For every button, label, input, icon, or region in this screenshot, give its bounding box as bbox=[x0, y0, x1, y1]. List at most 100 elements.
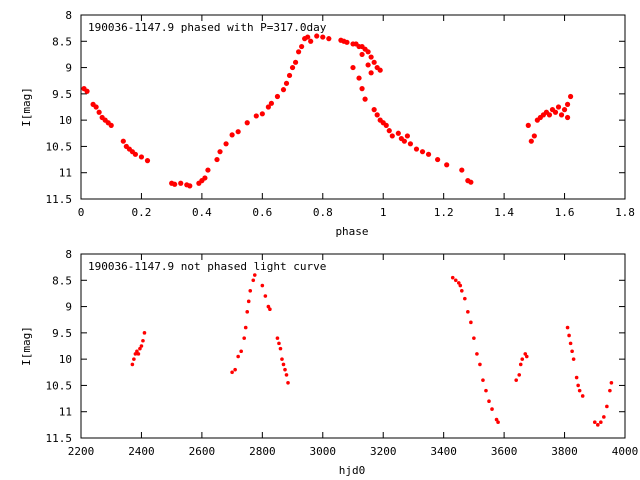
y-axis-label: I[mag] bbox=[20, 87, 33, 127]
x-tick-label: 2600 bbox=[189, 445, 216, 458]
data-point bbox=[580, 394, 585, 398]
data-point bbox=[365, 49, 371, 55]
data-point bbox=[308, 38, 314, 44]
x-tick-label: 0.4 bbox=[192, 206, 212, 219]
data-point bbox=[229, 132, 235, 138]
data-point bbox=[350, 64, 356, 71]
data-point bbox=[130, 362, 135, 367]
data-point bbox=[425, 151, 432, 157]
data-point bbox=[472, 336, 476, 340]
x-tick-label: 3200 bbox=[370, 445, 397, 458]
data-point bbox=[202, 175, 208, 181]
x-axis-label: phase bbox=[335, 225, 368, 238]
data-point bbox=[281, 362, 286, 367]
y-tick-label: 11.5 bbox=[46, 432, 73, 445]
data-point bbox=[494, 417, 499, 422]
x-tick-label: 0 bbox=[78, 206, 85, 219]
data-point bbox=[292, 59, 299, 65]
data-point bbox=[187, 183, 193, 189]
y-tick-label: 11 bbox=[59, 406, 72, 419]
data-point bbox=[263, 294, 268, 298]
chart-title: 190036-1147.9 phased with P=317.0day bbox=[88, 21, 327, 34]
data-point bbox=[568, 341, 573, 346]
data-point bbox=[93, 104, 99, 110]
x-axis-label: hjd0 bbox=[339, 464, 366, 477]
data-point bbox=[305, 34, 311, 40]
data-point bbox=[608, 388, 612, 393]
data-point bbox=[344, 39, 350, 45]
y-tick-label: 10 bbox=[59, 114, 72, 127]
data-point bbox=[230, 370, 234, 375]
data-point bbox=[564, 114, 571, 121]
data-point bbox=[217, 149, 223, 155]
data-point bbox=[531, 133, 537, 139]
data-point bbox=[135, 349, 139, 354]
data-point bbox=[481, 378, 485, 382]
x-tick-label: 2800 bbox=[249, 445, 276, 458]
data-point bbox=[365, 62, 371, 68]
data-point bbox=[239, 349, 243, 354]
data-point bbox=[260, 283, 265, 288]
data-point bbox=[525, 122, 531, 128]
data-point bbox=[401, 138, 407, 144]
data-point bbox=[487, 399, 491, 404]
data-point bbox=[576, 383, 580, 388]
data-point bbox=[274, 93, 281, 100]
x-tick-label: 1.8 bbox=[615, 206, 635, 219]
unphased-light-curve-panel: 190036-1147.9 not phased light curve hjd… bbox=[20, 248, 638, 477]
data-point bbox=[266, 304, 271, 309]
data-point bbox=[444, 162, 450, 168]
data-point bbox=[520, 357, 525, 361]
data-point bbox=[280, 357, 284, 361]
data-point bbox=[142, 331, 147, 335]
plot-frame bbox=[80, 14, 626, 200]
x-tick-label: 0.6 bbox=[252, 206, 272, 219]
y-tick-label: 8 bbox=[65, 9, 72, 22]
data-point bbox=[284, 373, 289, 377]
data-point bbox=[96, 109, 102, 115]
data-point bbox=[326, 36, 332, 42]
data-point bbox=[419, 149, 426, 155]
y-tick-label: 8.5 bbox=[52, 274, 72, 287]
y-tick-label: 11 bbox=[59, 167, 72, 180]
data-point bbox=[368, 70, 374, 76]
data-point bbox=[252, 273, 257, 277]
data-point bbox=[450, 275, 455, 280]
x-tick-label: 0.8 bbox=[313, 206, 333, 219]
data-point bbox=[289, 64, 296, 71]
x-tick-label: 4000 bbox=[612, 445, 639, 458]
data-point bbox=[362, 96, 368, 102]
data-point bbox=[577, 388, 582, 393]
data-point bbox=[178, 180, 184, 186]
data-point bbox=[374, 112, 380, 118]
y-tick-label: 9 bbox=[65, 301, 72, 314]
data-point bbox=[395, 130, 401, 136]
data-point bbox=[571, 357, 576, 361]
data-point bbox=[514, 378, 518, 382]
y-tick-label: 10 bbox=[59, 353, 72, 366]
data-point bbox=[518, 362, 523, 367]
data-point bbox=[561, 107, 568, 113]
data-point bbox=[459, 167, 465, 173]
data-point bbox=[108, 122, 114, 128]
data-point bbox=[356, 75, 362, 81]
data-point bbox=[546, 112, 553, 118]
data-point bbox=[242, 336, 246, 340]
data-point bbox=[141, 338, 145, 343]
data-point bbox=[371, 107, 377, 113]
data-point bbox=[286, 72, 293, 79]
data-point bbox=[552, 109, 559, 115]
data-point bbox=[299, 43, 305, 50]
x-tick-label: 3800 bbox=[551, 445, 578, 458]
data-point bbox=[286, 381, 290, 385]
data-point bbox=[246, 299, 251, 304]
data-point bbox=[138, 154, 145, 160]
data-point bbox=[359, 51, 365, 58]
data-point bbox=[458, 283, 463, 288]
data-point bbox=[275, 336, 280, 340]
data-point bbox=[389, 133, 395, 139]
data-point bbox=[138, 346, 142, 351]
data-point bbox=[456, 281, 461, 285]
data-point bbox=[314, 33, 320, 39]
data-point bbox=[413, 146, 420, 152]
